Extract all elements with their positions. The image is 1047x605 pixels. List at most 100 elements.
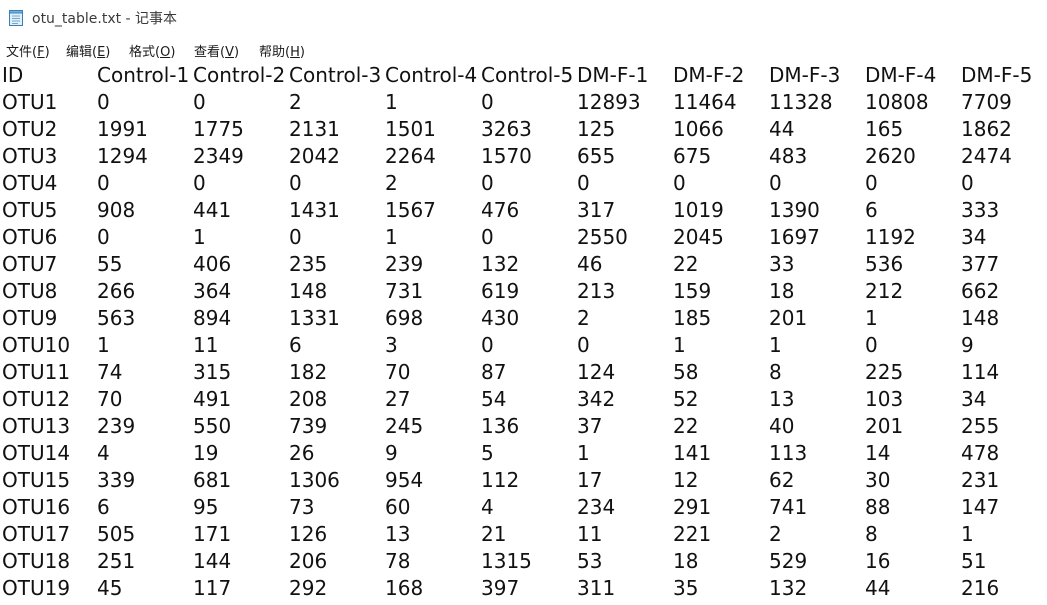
- value-cell: 1862: [961, 117, 1012, 141]
- value-cell: 0: [97, 90, 110, 114]
- value-cell: 14: [865, 441, 891, 465]
- value-cell: 124: [577, 360, 616, 384]
- data-line: OTU4 0 0 0 2 0 0 0 0 0 0: [0, 170, 1047, 197]
- value-cell: 7709: [961, 90, 1012, 114]
- value-cell: 35: [673, 576, 699, 600]
- value-cell: 292: [289, 576, 328, 600]
- value-cell: 2: [385, 171, 398, 195]
- window-title: otu_table.txt - 记事本: [32, 11, 178, 27]
- row-id-cell: OTU4: [2, 171, 58, 195]
- value-cell: 550: [193, 414, 232, 438]
- value-cell: 536: [865, 252, 904, 276]
- value-cell: 364: [193, 279, 232, 303]
- data-line: OTU16 6 95 73 60 4 234 291 741 88 147: [0, 494, 1047, 521]
- text-editor-area[interactable]: ID Control-1 Control-2 Control-3 Control-4 Co…: [0, 62, 1047, 605]
- value-cell: 317: [577, 198, 616, 222]
- value-cell: 51: [961, 549, 987, 573]
- menu-bar: 文件(F) 编辑(E) 格式(O) 查看(V) 帮助(H): [0, 36, 1047, 62]
- data-line: OTU5 908 441 1431 1567 476 317 1019 1390 6 333: [0, 197, 1047, 224]
- value-cell: 6: [289, 333, 302, 357]
- value-cell: 21: [481, 522, 507, 546]
- value-cell: 18: [769, 279, 795, 303]
- value-cell: 148: [289, 279, 328, 303]
- value-cell: 0: [961, 171, 974, 195]
- value-cell: 16: [865, 549, 891, 573]
- row-id-cell: OTU8: [2, 279, 58, 303]
- value-cell: 1697: [769, 225, 820, 249]
- value-cell: 27: [385, 387, 411, 411]
- value-cell: DM-F-3: [769, 63, 841, 87]
- value-cell: 141: [673, 441, 712, 465]
- value-cell: 22: [673, 414, 699, 438]
- value-cell: 2349: [193, 144, 244, 168]
- data-line: OTU18 251 144 206 78 1315 53 18 529 16 51: [0, 548, 1047, 575]
- value-cell: DM-F-5: [961, 63, 1033, 87]
- value-cell: 406: [193, 252, 232, 276]
- row-id-cell: OTU12: [2, 387, 71, 411]
- menu-file[interactable]: 文件(F): [6, 41, 50, 60]
- value-cell: Control-1: [97, 63, 190, 87]
- value-cell: 0: [673, 171, 686, 195]
- value-cell: 125: [577, 117, 616, 141]
- row-id-cell: OTU3: [2, 144, 58, 168]
- value-cell: 251: [97, 549, 136, 573]
- value-cell: 2: [289, 90, 302, 114]
- value-cell: 12: [673, 468, 699, 492]
- value-cell: 60: [385, 495, 411, 519]
- menu-format-accel: O: [160, 45, 171, 60]
- row-id-cell: OTU2: [2, 117, 58, 141]
- value-cell: 0: [577, 171, 590, 195]
- value-cell: 339: [97, 468, 136, 492]
- value-cell: 0: [481, 90, 494, 114]
- value-cell: 55: [97, 252, 123, 276]
- menu-view[interactable]: 查看(V): [194, 41, 239, 60]
- value-cell: 103: [865, 387, 904, 411]
- menu-file-close: ): [44, 45, 50, 60]
- value-cell: 0: [769, 171, 782, 195]
- menu-view-close: ): [233, 45, 240, 60]
- value-cell: 62: [769, 468, 795, 492]
- value-cell: 88: [865, 495, 891, 519]
- value-cell: 0: [289, 171, 302, 195]
- value-cell: 201: [769, 306, 808, 330]
- data-line: OTU17 505 171 126 13 21 11 221 2 8 1: [0, 521, 1047, 548]
- value-cell: 954: [385, 468, 424, 492]
- menu-edit[interactable]: 编辑(E): [66, 41, 110, 60]
- value-cell: 1570: [481, 144, 532, 168]
- menu-format[interactable]: 格式(O): [129, 41, 175, 60]
- value-cell: Control-4: [385, 63, 478, 87]
- menu-help[interactable]: 帮助(H): [259, 41, 305, 60]
- value-cell: 1: [673, 333, 686, 357]
- value-cell: 182: [289, 360, 328, 384]
- value-cell: 1066: [673, 117, 724, 141]
- value-cell: 70: [97, 387, 123, 411]
- value-cell: 78: [385, 549, 411, 573]
- value-cell: 1991: [97, 117, 148, 141]
- value-cell: 239: [385, 252, 424, 276]
- row-id-cell: OTU15: [2, 468, 71, 492]
- value-cell: 245: [385, 414, 424, 438]
- value-cell: 37: [577, 414, 603, 438]
- value-cell: 208: [289, 387, 328, 411]
- value-cell: 3263: [481, 117, 532, 141]
- row-id-cell: OTU19: [2, 576, 71, 600]
- value-cell: 171: [193, 522, 232, 546]
- menu-edit-accel: E: [97, 45, 106, 60]
- value-cell: 26: [289, 441, 315, 465]
- menu-edit-close: ): [105, 45, 111, 60]
- value-cell: 33: [769, 252, 795, 276]
- value-cell: 0: [481, 225, 494, 249]
- menu-format-label: 格式(: [129, 45, 161, 60]
- value-cell: 0: [289, 225, 302, 249]
- title-bar[interactable]: otu_table.txt - 记事本: [0, 0, 1047, 36]
- value-cell: 1: [385, 90, 398, 114]
- data-line: OTU12 70 491 208 27 54 342 52 13 103 34: [0, 386, 1047, 413]
- row-id-cell: OTU17: [2, 522, 71, 546]
- notepad-icon: [9, 10, 23, 26]
- value-cell: 231: [961, 468, 1000, 492]
- value-cell: 201: [865, 414, 904, 438]
- data-line: OTU14 4 19 26 9 5 1 141 113 14 478: [0, 440, 1047, 467]
- value-cell: 34: [961, 387, 987, 411]
- value-cell: 12893: [577, 90, 641, 114]
- value-cell: 1: [97, 333, 110, 357]
